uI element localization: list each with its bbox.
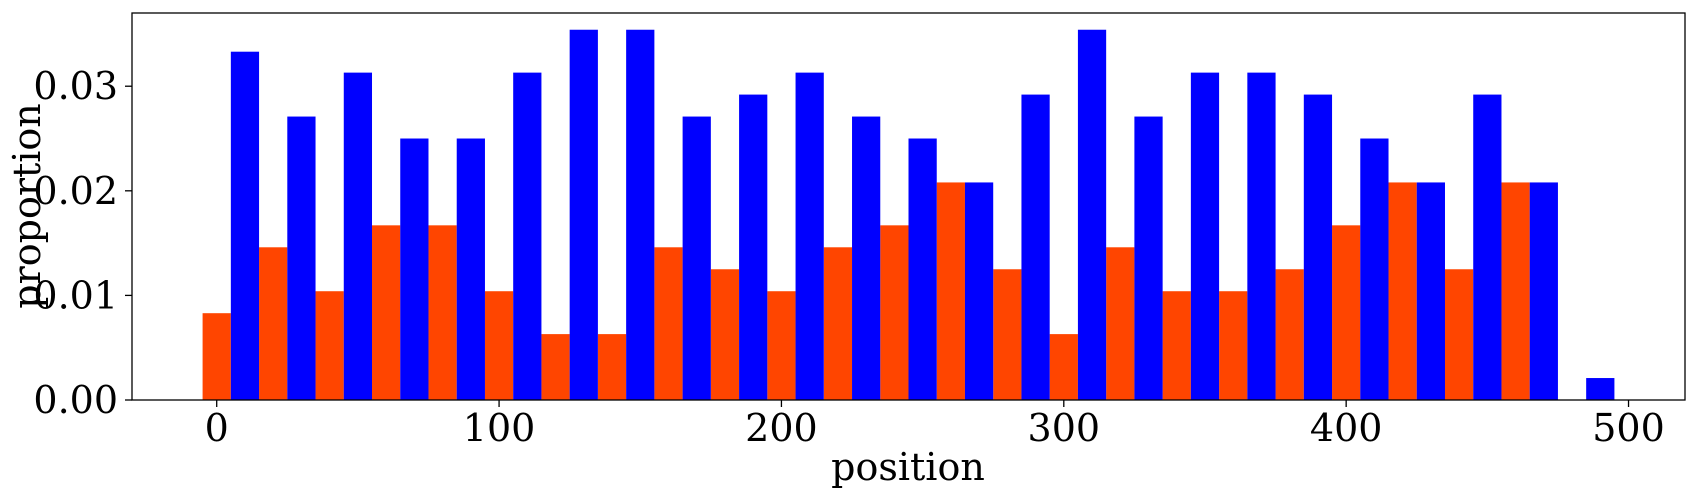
x-tick-label: 300 — [1028, 406, 1101, 450]
bar-series-1-10 — [795, 72, 824, 401]
x-tick-label: 500 — [1592, 406, 1665, 450]
bar-series-0-4 — [428, 225, 457, 400]
bar-series-1-20 — [1360, 138, 1389, 400]
x-axis: 0 100 200 300 400 500 — [205, 400, 1665, 450]
bar-series-1-12 — [908, 138, 937, 400]
y-tick-label: 0.01 — [33, 273, 118, 317]
bar-series-1-19 — [1303, 94, 1333, 400]
bar-series-0-7 — [597, 334, 627, 400]
bar-series-1-6 — [569, 29, 598, 401]
bar-series-1-11 — [852, 116, 881, 401]
bar-series-1-1 — [287, 116, 316, 401]
x-tick-label: 0 — [205, 406, 229, 450]
bar-series-1-14 — [1021, 94, 1050, 400]
bar-series-0-23 — [1501, 182, 1530, 400]
y-tick-label: 0.03 — [33, 64, 118, 108]
bar-series-1-2 — [343, 72, 373, 401]
bar-series-0-18 — [1219, 291, 1248, 400]
bar-series-0-22 — [1444, 269, 1474, 400]
bar-series-1-24 — [1586, 378, 1615, 400]
bar-series-0-0 — [202, 313, 231, 400]
bar-series-0-17 — [1162, 291, 1191, 400]
bar-series-1-5 — [513, 72, 542, 401]
bar-series-1-13 — [964, 182, 994, 400]
bar-series-0-5 — [484, 291, 514, 400]
bar-series-1-15 — [1077, 29, 1107, 401]
bar-series-1-0 — [230, 51, 260, 400]
bar-series-0-3 — [372, 225, 401, 400]
bar-series-0-21 — [1388, 182, 1417, 400]
bar-series-1-21 — [1416, 182, 1445, 400]
bar-series-0-14 — [993, 269, 1022, 400]
bar-series-1-16 — [1134, 116, 1163, 401]
bars-layer — [202, 29, 1615, 401]
x-tick-label: 400 — [1310, 406, 1383, 450]
bar-series-1-9 — [739, 94, 768, 400]
bar-series-0-12 — [880, 225, 909, 400]
bar-series-1-8 — [682, 116, 711, 401]
plot-frame — [131, 12, 1686, 401]
bar-series-1-23 — [1529, 182, 1558, 400]
y-tick-label: 0.00 — [33, 378, 118, 422]
bar-series-0-15 — [1049, 334, 1078, 400]
bar-series-0-16 — [1106, 247, 1135, 400]
y-tick-label: 0.02 — [33, 169, 118, 213]
bar-series-1-7 — [626, 29, 655, 401]
bar-series-0-9 — [710, 269, 740, 400]
bar-series-0-13 — [936, 182, 965, 400]
y-axis-title: proportion — [5, 103, 49, 309]
y-axis: 0.00 0.01 0.02 0.03 — [33, 64, 132, 422]
bar-series-0-6 — [541, 334, 570, 400]
bar-series-1-17 — [1190, 72, 1220, 401]
bar-series-1-18 — [1247, 72, 1276, 401]
x-axis-title: position — [831, 445, 985, 489]
axes-layer — [131, 12, 1686, 401]
x-tick-label: 200 — [745, 406, 818, 450]
bar-series-0-10 — [767, 291, 796, 400]
bar-series-0-11 — [823, 247, 853, 400]
x-tick-label: 100 — [463, 406, 536, 450]
bar-series-0-20 — [1332, 225, 1361, 400]
bar-series-1-4 — [456, 138, 485, 400]
bar-series-0-19 — [1275, 269, 1304, 400]
bar-series-0-1 — [259, 247, 288, 400]
bar-series-1-22 — [1473, 94, 1502, 400]
bar-series-1-3 — [400, 138, 429, 400]
bar-series-0-2 — [315, 291, 344, 400]
bar-series-0-8 — [654, 247, 683, 400]
